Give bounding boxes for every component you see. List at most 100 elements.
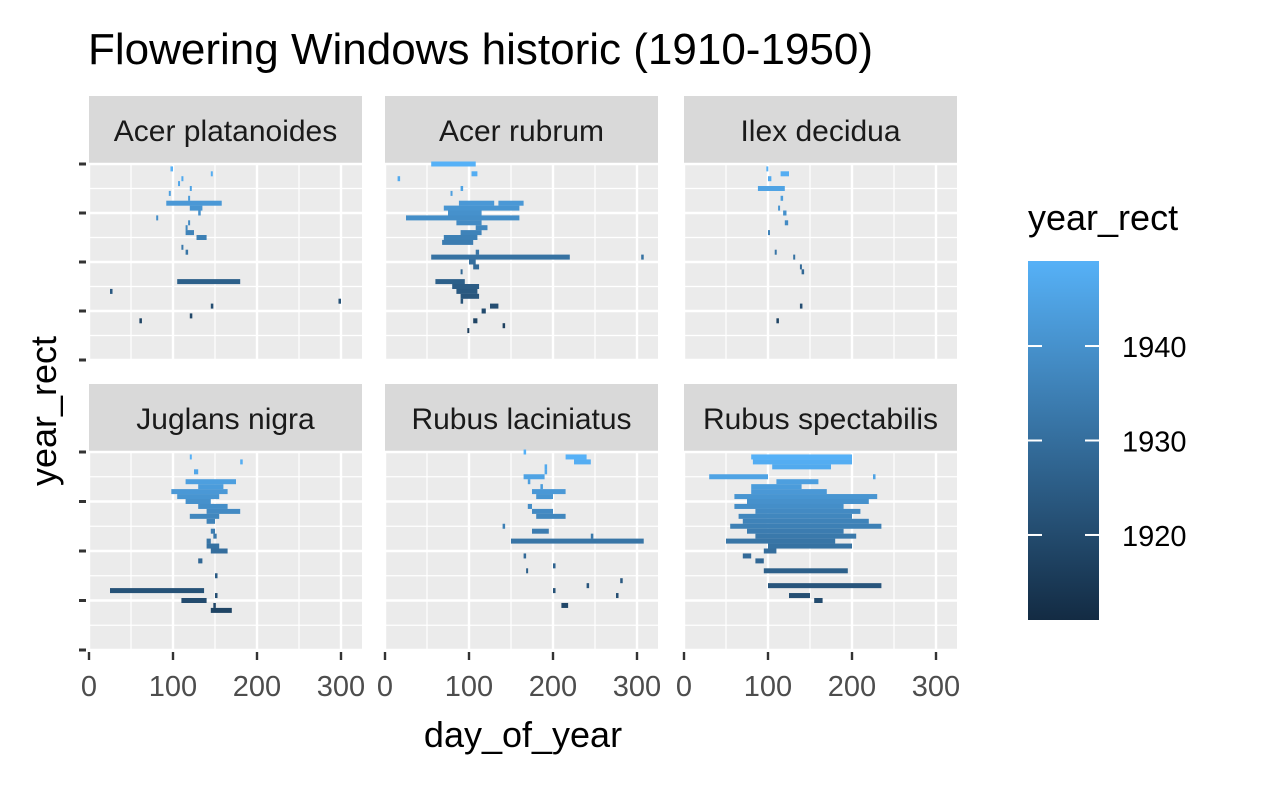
flowering-window-bar — [574, 459, 591, 465]
flowering-window-bar — [768, 176, 772, 182]
flowering-window-bar — [730, 523, 882, 529]
flowering-window-bar — [443, 235, 478, 240]
facet-panel: Acer platanoides — [79, 96, 362, 362]
facet-panel: Juglans nigra 0 100 200 300 — [79, 384, 365, 703]
chart-title: Flowering Windows historic (1910-1950) — [88, 25, 873, 74]
flowering-window-bar — [799, 264, 802, 270]
facet-strip-label: Acer rubrum — [439, 115, 604, 148]
flowering-window-bar — [755, 533, 857, 539]
flowering-window-bar — [213, 533, 217, 539]
flowering-window-bar — [177, 279, 241, 285]
flowering-window-bar — [473, 318, 478, 324]
flowering-window-bar — [755, 558, 764, 564]
x-tick-label: 100 — [744, 671, 792, 703]
x-axis-label: day_of_year — [424, 714, 622, 755]
flowering-window-bar — [189, 313, 193, 319]
flowering-window-bar — [189, 454, 192, 460]
x-tick-label: 200 — [233, 671, 281, 703]
flowering-window-bar — [110, 588, 205, 594]
flowering-window-bar — [565, 454, 587, 460]
flowering-window-bar — [196, 235, 207, 240]
flowering-window-bar — [709, 474, 768, 480]
flowering-window-bar — [397, 176, 401, 182]
facet-panel: Ilex decidua — [682, 96, 957, 362]
facet-strip — [684, 96, 957, 164]
facet-strip — [684, 384, 957, 452]
flowering-window-bar — [181, 176, 184, 182]
flowering-window-bar — [747, 528, 844, 534]
x-tick-label: 300 — [912, 671, 960, 703]
flowering-window-bar — [590, 533, 594, 539]
flowering-window-bar — [215, 593, 218, 599]
flowering-window-bar — [210, 528, 215, 534]
flowering-window-bar — [178, 181, 181, 187]
flowering-window-bar — [481, 308, 486, 314]
x-tick-label: 300 — [613, 671, 661, 703]
flowering-window-bar — [763, 568, 848, 574]
flowering-window-bar — [177, 494, 220, 500]
flowering-window-bar — [814, 598, 823, 603]
facet-strip-label: Acer platanoides — [114, 115, 337, 148]
flowering-window-bar — [768, 230, 770, 236]
flowering-window-bar — [490, 303, 499, 309]
legend-tick-label: 1920 — [1122, 521, 1187, 553]
facet-strip — [89, 384, 362, 452]
flowering-window-bar — [213, 602, 216, 608]
flowering-window-bar — [475, 249, 480, 255]
x-tick-label: 0 — [676, 671, 692, 703]
flowering-window-bar — [181, 598, 207, 603]
flowering-window-bar — [751, 484, 802, 490]
flowering-window-bar — [471, 171, 478, 177]
legend-title: year_rect — [1028, 197, 1178, 238]
flowering-window-bar — [171, 489, 228, 495]
flowering-window-bar — [780, 171, 789, 177]
flowering-window-bar — [166, 200, 222, 206]
flowering-window-bar — [553, 588, 556, 594]
x-tick-label: 100 — [445, 671, 493, 703]
flowering-window-bar — [185, 225, 188, 231]
flowering-window-bar — [206, 543, 220, 549]
legend-tick-label: 1930 — [1122, 427, 1187, 459]
legend-ticks: 1920 1930 1940 — [1028, 332, 1187, 553]
flowering-window-bar — [460, 269, 463, 275]
flowering-window-bar — [460, 298, 464, 304]
flowering-window-bar — [586, 583, 590, 589]
flowering-window-bar — [536, 494, 553, 500]
flowering-window-bar — [206, 538, 211, 544]
flowering-window-bar — [532, 489, 566, 495]
flowering-window-bar — [139, 318, 142, 324]
flowering-window-bar — [448, 210, 482, 216]
flowering-window-bar — [799, 303, 803, 309]
y-axis-label: year_rect — [23, 336, 64, 486]
flowering-window-bar — [185, 230, 194, 236]
flowering-window-bar — [198, 210, 201, 216]
x-tick-label: 300 — [317, 671, 365, 703]
flowering-window-bar — [532, 508, 553, 514]
flowering-window-bar — [181, 244, 184, 250]
flowering-window-bar — [511, 538, 644, 544]
facets: Acer platanoides Acer rubrum Ilex decidua J… — [79, 96, 960, 703]
flowering-window-bar — [757, 186, 785, 191]
facet-strip-label: Juglans nigra — [136, 403, 315, 436]
flowering-window-bar — [170, 166, 173, 172]
flowering-window-bar — [431, 161, 476, 167]
flowering-window-bar — [458, 200, 495, 206]
flowering-window-bar — [502, 323, 506, 329]
flowering-window-bar — [188, 220, 191, 226]
flowering-window-bar — [473, 264, 480, 270]
flowering-window-bar — [616, 593, 619, 599]
flowering-window-bar — [536, 513, 566, 519]
flowering-window-bar — [460, 293, 480, 299]
flowering-window-bar — [469, 259, 476, 265]
flowering-window-bar — [431, 254, 570, 260]
flowering-window-bar — [540, 484, 543, 490]
flowering-window-bar — [406, 215, 520, 221]
facet-strip — [89, 96, 362, 164]
flowering-window-bar — [210, 548, 228, 554]
flowering-window-bar — [776, 318, 779, 324]
facet-panel: Rubus laciniatus 0 100 200 300 — [377, 384, 661, 703]
flowering-window-bar — [456, 220, 482, 226]
flowering-window-bar — [527, 503, 532, 509]
flowering-window-bar — [338, 298, 341, 304]
flowering-window-bar — [210, 607, 232, 613]
